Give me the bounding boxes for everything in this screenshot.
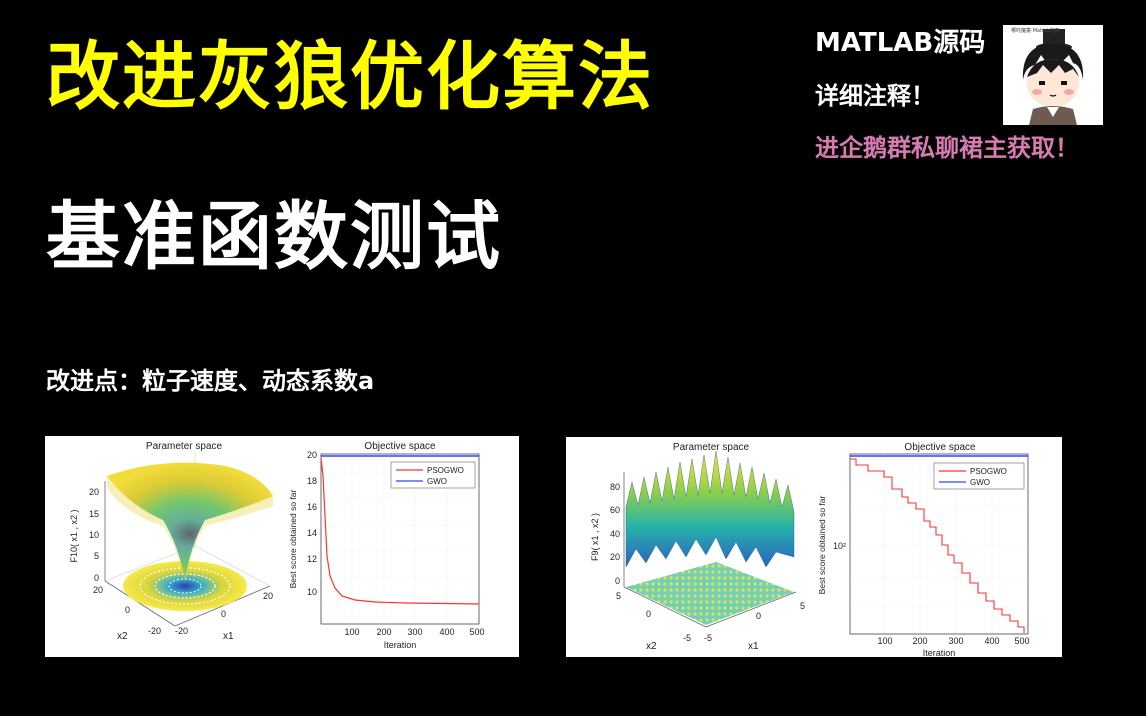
x1-tick: 5 [800,601,805,611]
x1-axis-label: x1 [748,641,759,652]
legend [933,462,1025,490]
surface-plot [625,450,795,568]
obj-y-tick: 16 [307,502,317,512]
obj-x-tick: 200 [912,636,927,646]
improvement-points: 改进点：粒子速度、动态系数a [46,367,375,395]
obj-y-axis-label: Best score obtained so far [288,489,298,588]
obj-x-tick: 100 [877,636,892,646]
z-tick: 60 [610,505,620,515]
figure-panel-f10: Parameter space 20 15 10 5 0 F10( x1 , x… [45,436,519,657]
obj-x-tick: 200 [376,627,391,637]
z-tick: 5 [94,551,99,561]
surface-plot [107,462,273,581]
obj-x-tick: 500 [469,627,484,637]
avatar-illustration [1022,29,1084,125]
avatar-caption: 哪吒魔童·Matlab仿真 [1011,28,1060,34]
figure-f9-svg: Parameter space 80 60 40 20 0 F9( x1 , x… [590,442,1030,657]
obj-y-tick: 10² [833,541,846,551]
obj-y-tick: 12 [307,554,317,564]
z-tick: 0 [615,576,620,586]
side-note-comments: 详细注释！ [815,82,935,110]
obj-y-tick: 10 [307,587,317,597]
obj-y-tick: 14 [307,528,317,538]
x1-axis-label: x1 [223,631,234,642]
obj-y-axis-label: Best score obtained so far [817,495,827,594]
obj-x-tick: 400 [984,636,999,646]
x2-axis-label: x2 [646,641,657,652]
legend [390,461,476,489]
obj-x-tick: 100 [344,627,359,637]
legend-psogwo: PSOGWO [970,467,1007,476]
contour-floor [626,562,794,625]
param-space-title: Parameter space [673,442,750,453]
psogwo-series-line [850,458,1025,633]
x2-tick: 5 [616,591,621,601]
obj-x-tick: 400 [439,627,454,637]
x1-tick: 0 [756,611,761,621]
z-tick: 15 [89,509,99,519]
legend-gwo: GWO [427,477,447,486]
x2-axis-label: x2 [117,631,128,642]
z-tick: 10 [89,530,99,540]
z-tick: 20 [89,487,99,497]
z-axis-label: F10( x1 , x2 ) [69,509,79,562]
obj-x-axis-label: Iteration [384,640,417,650]
obj-x-axis-label: Iteration [923,648,956,657]
x2-tick: 20 [93,585,103,595]
side-note-promo: 进企鹅群私聊裙主获取！ [815,134,1079,162]
legend-psogwo: PSOGWO [427,466,464,475]
x1-tick: 20 [263,591,273,601]
x2-tick: 0 [646,609,651,619]
psogwo-series-line [320,457,480,605]
obj-x-tick: 500 [1014,636,1029,646]
x1-tick: 0 [221,609,226,619]
side-note-matlab: MATLAB源码 [815,28,986,58]
figure-panel-f9: Parameter space 80 60 40 20 0 F9( x1 , x… [566,437,1062,657]
x1-tick: -5 [704,633,712,643]
x2-tick: -5 [683,633,691,643]
z-tick: 20 [610,552,620,562]
x2-tick: -20 [148,626,161,636]
objective-space-title: Objective space [904,442,976,453]
obj-y-tick: 20 [307,450,317,460]
avatar: 哪吒魔童·Matlab仿真 [1003,25,1103,125]
obj-x-tick: 300 [407,627,422,637]
x1-tick: -20 [175,626,188,636]
z-tick: 40 [610,529,620,539]
page-title: 改进灰狼优化算法 [46,34,654,120]
x2-tick: 0 [125,605,130,615]
z-tick: 80 [610,482,620,492]
page-subtitle: 基准函数测试 [46,194,502,280]
legend-gwo: GWO [970,478,990,487]
z-axis-label: F9( x1 , x2 ) [590,513,600,561]
param-space-title: Parameter space [146,441,223,452]
z-tick: 0 [94,573,99,583]
objective-space-title: Objective space [364,441,436,452]
figure-f10-svg: Parameter space 20 15 10 5 0 F10( x1 , x… [69,441,485,650]
obj-x-tick: 300 [948,636,963,646]
obj-y-tick: 18 [307,476,317,486]
